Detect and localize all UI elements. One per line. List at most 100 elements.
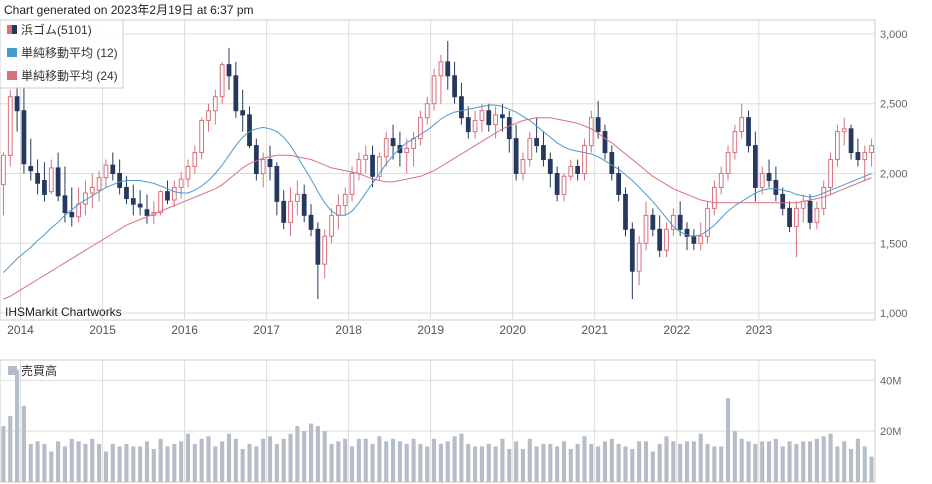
candle (240, 89, 246, 132)
candle-body-up (178, 178, 184, 188)
candle-body-up (192, 152, 198, 168)
volume-bar (363, 438, 368, 482)
candle-body-down (370, 154, 375, 177)
volume-bar (575, 443, 580, 482)
volume-bar (138, 446, 143, 482)
volume-bar (493, 446, 498, 482)
volume-bar (131, 446, 136, 482)
candle (554, 166, 560, 202)
candle (616, 166, 622, 202)
candle-body-down (595, 117, 601, 133)
candle (643, 201, 649, 251)
candle (431, 68, 437, 111)
candle (151, 201, 157, 224)
candle (561, 173, 567, 202)
candle (588, 110, 594, 153)
candle-body-up (349, 172, 355, 195)
volume-bar (397, 441, 402, 482)
x-axis: 2014 2015 2016 2017 2018 2019 2020 2021 2022 2023 (7, 323, 772, 337)
candle-body-up (759, 172, 765, 188)
candle-body-up (643, 214, 649, 244)
year-tick-label: 2018 (335, 323, 362, 337)
candle-body-down (855, 152, 861, 161)
volume-bar (589, 443, 594, 482)
volume-bars (1, 370, 874, 482)
candle (691, 229, 697, 251)
candle (705, 201, 710, 244)
volume-bar (247, 443, 252, 482)
volume-bar (8, 415, 13, 482)
candle (7, 89, 13, 167)
candle-body-up (479, 110, 485, 121)
volume-bar (808, 441, 813, 482)
candle-body-down (130, 198, 136, 205)
candle-body-up (89, 186, 95, 194)
candle-body-down (247, 114, 252, 147)
volume-bar (568, 448, 573, 482)
volume-bar (432, 438, 437, 482)
candle (465, 106, 471, 139)
volume-bar (384, 441, 389, 482)
volume-bar (698, 433, 703, 482)
volume-legend: 売買高 (8, 363, 57, 378)
candle (534, 117, 540, 153)
candle (404, 138, 410, 174)
candle (117, 159, 123, 195)
candle-body-down (55, 167, 61, 197)
candle-body-up (568, 166, 574, 177)
candle (677, 201, 683, 237)
candle (855, 138, 861, 167)
volume-bar (671, 441, 676, 482)
candle (520, 152, 526, 181)
candle-body-up (493, 114, 498, 126)
volume-bar (445, 441, 450, 482)
candle (35, 159, 40, 195)
volume-tick-label: 20M (880, 426, 901, 438)
candle-body-up (841, 128, 847, 133)
candle-body-down (616, 172, 622, 195)
candle-body-down (541, 145, 546, 161)
candle (500, 103, 505, 132)
volume-bar (555, 446, 560, 482)
candle (739, 103, 745, 139)
candle (335, 194, 341, 230)
candle (1, 152, 6, 216)
candle-body-up (404, 147, 410, 154)
volume-bar (466, 443, 471, 482)
volume-bar (144, 441, 150, 482)
candle-body-up (199, 119, 205, 154)
legend: 浜ゴム(5101) 単純移動平均 (12) 単純移動平均 (24) (0, 19, 124, 89)
volume-bar (616, 443, 621, 482)
volume-bar (35, 441, 40, 482)
candle (363, 145, 369, 174)
candle (547, 152, 553, 188)
candle-body-up (356, 159, 362, 174)
candle (62, 166, 68, 223)
candle-body-up (869, 145, 874, 154)
volume-bar (213, 446, 218, 482)
candle (315, 222, 321, 300)
candle (83, 180, 88, 216)
candle-body-up (158, 191, 164, 214)
legend-box (0, 19, 124, 89)
volume-bar (315, 426, 320, 482)
candle-body-up (800, 200, 806, 209)
volume-bar (486, 443, 491, 482)
volume-bar (541, 443, 546, 482)
volume-bar (220, 441, 225, 482)
candle (281, 190, 287, 230)
volume-bar (165, 446, 170, 482)
candle-body-down (534, 138, 540, 147)
candle-body-down (226, 64, 232, 77)
candle (110, 152, 116, 181)
candle (103, 159, 109, 188)
candle (342, 187, 348, 216)
candle-body-down (486, 110, 492, 126)
candle-body-up (212, 96, 218, 112)
volume-bar (507, 448, 512, 482)
candle-body-down (773, 179, 779, 195)
volume-bar (206, 436, 211, 482)
candle (506, 110, 512, 153)
volume-bar (295, 426, 300, 482)
year-tick-label: 2016 (171, 323, 198, 337)
